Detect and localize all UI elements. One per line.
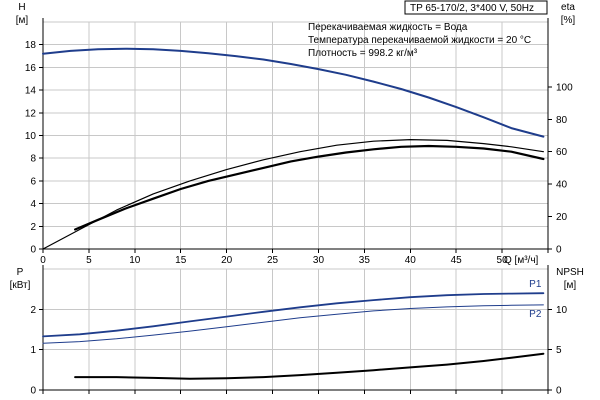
x-tick-label: 45 xyxy=(451,255,463,266)
right-tick-label: 20 xyxy=(556,212,568,223)
left-tick-label: 4 xyxy=(30,199,36,210)
series-line-bot-2 xyxy=(74,352,545,380)
top-grid xyxy=(42,21,549,250)
top-panel: 0 2 4 6 8 10 12 14 16 18 0 20 40 60 80 100 0 5 10 15 20 25 30 3… xyxy=(16,0,576,266)
left-tick-label: 0 xyxy=(30,386,36,397)
left-tick-label: 2 xyxy=(30,305,36,316)
right-tick-label: 0 xyxy=(556,386,562,397)
series-line-p2 xyxy=(42,304,544,344)
series-line-top-1 xyxy=(42,139,544,250)
info-density: Плотность = 998.2 кг/м³ xyxy=(308,48,418,59)
bottom-panel: 0 1 2 0 5 10 P1 P2 P [кВт] NPSH [м] xyxy=(10,265,584,397)
left-tick-label: 18 xyxy=(25,40,37,51)
right-tick-label: 60 xyxy=(556,147,568,158)
series-line-top-2 xyxy=(74,144,545,231)
q-axis-label: Q [м³/ч] xyxy=(504,255,539,266)
top-labels: H [м] eta [%] Q [м³/ч] xyxy=(16,2,576,266)
left-tick-label: 16 xyxy=(25,63,37,74)
x-tick-label: 40 xyxy=(405,255,417,266)
p-axis-unit: [кВт] xyxy=(10,280,31,291)
x-tick-label: 0 xyxy=(40,255,46,266)
right-tick-label: 80 xyxy=(556,115,568,126)
top-series xyxy=(42,47,545,250)
series-line-p1 xyxy=(42,292,545,338)
title-box-text: TP 65-170/2, 3*400 V, 50Hz xyxy=(410,3,534,14)
info-liquid: Перекачиваемая жидкость = Вода xyxy=(308,22,468,33)
npsh-axis-unit: [м] xyxy=(564,280,577,291)
right-tick-label: 40 xyxy=(556,180,568,191)
x-tick-label: 35 xyxy=(359,255,371,266)
left-tick-label: 2 xyxy=(30,222,36,233)
right-tick-label: 5 xyxy=(556,345,562,356)
npsh-axis-label: NPSH xyxy=(556,267,584,278)
h-axis-unit: [м] xyxy=(16,15,29,26)
info-block: Перекачиваемая жидкость = Вода Температу… xyxy=(308,22,531,59)
title-box: TP 65-170/2, 3*400 V, 50Hz xyxy=(404,0,548,15)
series-label-p1: P1 xyxy=(529,279,542,290)
eta-axis-unit: [%] xyxy=(561,15,576,26)
left-tick-label: 10 xyxy=(25,131,37,142)
p-axis-label: P xyxy=(17,267,24,278)
left-tick-label: 6 xyxy=(30,176,36,187)
bottom-grid xyxy=(42,268,549,391)
right-tick-label: 100 xyxy=(556,82,573,93)
info-temperature: Температура перекачиваемой жидкости = 20… xyxy=(308,35,531,46)
left-tick-label: 1 xyxy=(30,345,36,356)
bottom-labels: P [кВт] NPSH [м] xyxy=(10,267,584,291)
x-tick-label: 10 xyxy=(129,255,141,266)
left-tick-label: 8 xyxy=(30,154,36,165)
series-label-p2: P2 xyxy=(529,309,542,320)
bottom-series: P1 P2 xyxy=(42,279,545,380)
x-tick-label: 20 xyxy=(221,255,233,266)
title-box-frame xyxy=(404,0,548,15)
left-tick-label: 0 xyxy=(30,245,36,256)
eta-axis-label: eta xyxy=(561,2,575,13)
right-tick-label: 0 xyxy=(556,245,562,256)
top-axes: 0 2 4 6 8 10 12 14 16 18 0 20 40 60 80 100 0 5 10 15 20 25 30 3… xyxy=(25,18,573,266)
x-tick-label: 30 xyxy=(313,255,325,266)
left-tick-label: 14 xyxy=(25,86,37,97)
series-line-top-0 xyxy=(42,47,545,138)
x-tick-label: 25 xyxy=(267,255,279,266)
right-tick-label: 10 xyxy=(556,305,568,316)
x-tick-label: 50 xyxy=(497,255,509,266)
x-tick-label: 15 xyxy=(175,255,187,266)
bottom-axes: 0 1 2 0 5 10 xyxy=(30,265,568,397)
x-tick-label: 5 xyxy=(86,255,92,266)
h-axis-label: H xyxy=(18,2,25,13)
left-tick-label: 12 xyxy=(25,108,37,119)
